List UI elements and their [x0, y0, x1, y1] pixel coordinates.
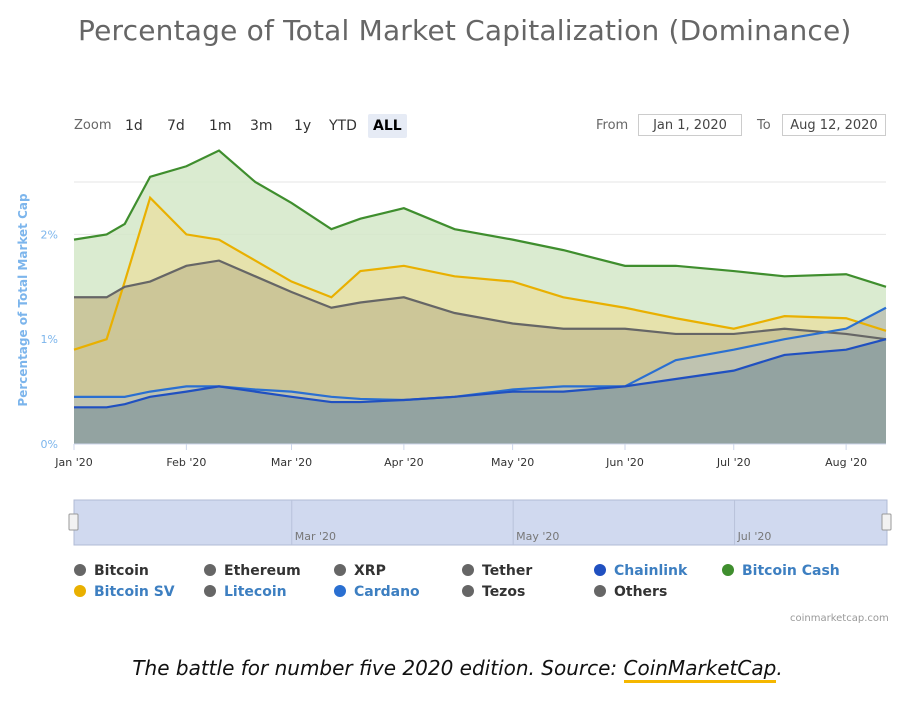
range-from-input[interactable]: Jan 1, 2020 [638, 114, 742, 136]
line-bitcoin-sv[interactable] [73, 195, 887, 351]
caption-text: The battle for number five 2020 edition.… [132, 656, 624, 680]
navigator[interactable]: Mar '20 May '20 Jul '20 [68, 499, 892, 546]
legend-marker [204, 564, 216, 576]
legend-item-tezos[interactable]: Tezos [462, 584, 525, 600]
line-chainlink[interactable] [74, 338, 887, 409]
y-axis-label: Percentage of Total Market Cap [16, 193, 30, 407]
zoom-1d-button[interactable]: 1d [125, 118, 143, 134]
x-tick-label: Jul '20 [716, 456, 751, 469]
zoom-1m-button[interactable]: 1m [209, 118, 232, 134]
range-from-label: From [596, 118, 629, 133]
legend-marker [594, 585, 606, 597]
legend-label: Bitcoin SV [94, 584, 175, 600]
legend-label: Ethereum [224, 563, 301, 579]
legend-item-bitcoin[interactable]: Bitcoin [74, 563, 149, 579]
zoom-ytd-button[interactable]: YTD [329, 118, 357, 134]
legend-label: Chainlink [614, 563, 688, 579]
source-link[interactable]: CoinMarketCap [623, 656, 777, 683]
range-to-input[interactable]: Aug 12, 2020 [782, 114, 886, 136]
x-tick-label: Feb '20 [166, 456, 206, 469]
legend-label: Tether [482, 563, 533, 579]
figure-caption: The battle for number five 2020 edition.… [0, 656, 915, 683]
y-tick-label: 1% [41, 333, 58, 346]
legend-item-tether[interactable]: Tether [462, 563, 532, 579]
line-cardano[interactable] [74, 306, 887, 402]
x-tick-label: Jun '20 [605, 456, 644, 469]
navigator-tick-label: Mar '20 [295, 530, 336, 543]
legend-label: Bitcoin [94, 563, 149, 579]
legend-item-chainlink[interactable]: Chainlink [594, 563, 687, 579]
legend-label: Bitcoin Cash [742, 563, 840, 579]
legend-marker [722, 564, 734, 576]
zoom-label: Zoom [74, 118, 112, 133]
legend-label: Litecoin [224, 584, 287, 600]
area-chainlink [74, 339, 886, 444]
legend-marker [462, 585, 474, 597]
legend-marker [462, 564, 474, 576]
legend-label: XRP [354, 563, 386, 579]
dominance-chart: 0% 1% 2% Jan '20 Feb '20 Mar '20 Apr '20 May '… [16, 149, 892, 546]
legend-label: Others [614, 584, 668, 600]
legend-label: Tezos [482, 584, 526, 600]
y-tick-label: 2% [41, 228, 58, 241]
navigator-tick-label: May '20 [516, 530, 559, 543]
navigator-left-handle[interactable] [68, 513, 79, 531]
legend-item-ethereum[interactable]: Ethereum [204, 563, 301, 579]
chart-title: Percentage of Total Market Capitalizatio… [78, 14, 852, 47]
y-axis: 0% 1% 2% [41, 228, 58, 451]
zoom-1y-button[interactable]: 1y [294, 118, 312, 134]
legend-marker [74, 564, 86, 576]
legend-marker [334, 585, 346, 597]
legend-item-bitcoin-sv[interactable]: Bitcoin SV [74, 584, 175, 600]
legend-item-litecoin[interactable]: Litecoin [204, 584, 287, 600]
caption-end: . [776, 656, 783, 680]
range-to-label: To [757, 118, 771, 133]
x-tick-label: Apr '20 [384, 456, 424, 469]
legend-item-cardano[interactable]: Cardano [334, 584, 420, 600]
y-tick-label: 0% [41, 438, 58, 451]
zoom-3m-button[interactable]: 3m [250, 118, 273, 134]
navigator-tick-label: Jul '20 [737, 530, 772, 543]
line-tezos[interactable] [74, 259, 887, 341]
x-tick-label: Jan '20 [54, 456, 92, 469]
legend-item-xrp[interactable]: XRP [334, 563, 386, 579]
series-lines [73, 149, 887, 409]
navigator-right-handle[interactable] [881, 513, 892, 531]
credit-link[interactable]: coinmarketcap.com [790, 613, 889, 624]
navigator-window[interactable] [73, 499, 888, 546]
x-tick-label: Aug '20 [825, 456, 867, 469]
line-bitcoin-cash[interactable] [73, 149, 887, 288]
legend-marker [334, 564, 346, 576]
legend-label: Cardano [354, 584, 420, 600]
legend-marker [74, 585, 86, 597]
legend-item-others[interactable]: Others [594, 584, 667, 600]
zoom-7d-button[interactable]: 7d [167, 118, 185, 134]
legend-marker [204, 585, 216, 597]
legend-marker [594, 564, 606, 576]
zoom-all-button[interactable]: ALL [368, 114, 407, 138]
x-axis: Jan '20 Feb '20 Mar '20 Apr '20 May '20 Jun '… [54, 443, 886, 469]
x-tick-label: May '20 [491, 456, 534, 469]
legend-item-bitcoin-cash[interactable]: Bitcoin Cash [722, 563, 840, 579]
x-tick-label: Mar '20 [271, 456, 312, 469]
series-areas [74, 150, 886, 444]
